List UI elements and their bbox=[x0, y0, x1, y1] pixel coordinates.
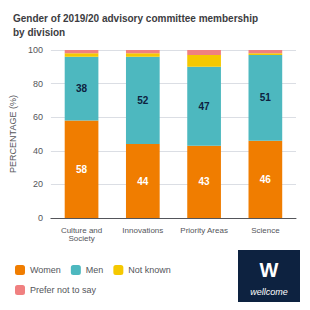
svg-text:46: 46 bbox=[260, 174, 272, 185]
svg-text:40: 40 bbox=[33, 146, 43, 156]
svg-text:Women: Women bbox=[30, 265, 61, 275]
svg-text:52: 52 bbox=[137, 95, 149, 106]
svg-text:100: 100 bbox=[28, 45, 43, 55]
svg-text:47: 47 bbox=[199, 101, 211, 112]
svg-text:60: 60 bbox=[33, 112, 43, 122]
svg-text:Priority Areas: Priority Areas bbox=[180, 226, 228, 235]
svg-text:Not known: Not known bbox=[128, 265, 171, 275]
svg-text:wellcome: wellcome bbox=[250, 287, 288, 297]
svg-text:43: 43 bbox=[199, 176, 211, 187]
svg-text:38: 38 bbox=[76, 83, 88, 94]
svg-text:by division: by division bbox=[13, 27, 65, 38]
svg-text:Science: Science bbox=[251, 226, 280, 235]
svg-text:W: W bbox=[260, 259, 279, 281]
svg-text:0: 0 bbox=[38, 213, 43, 223]
svg-text:Gender of 2019/20 advisory com: Gender of 2019/20 advisory committee mem… bbox=[13, 13, 258, 24]
svg-text:44: 44 bbox=[137, 176, 149, 187]
svg-text:20: 20 bbox=[33, 179, 43, 189]
svg-text:Innovations: Innovations bbox=[122, 226, 163, 235]
svg-text:Men: Men bbox=[86, 265, 104, 275]
svg-text:Society: Society bbox=[68, 234, 94, 243]
svg-text:Prefer not to say: Prefer not to say bbox=[30, 285, 97, 295]
svg-text:80: 80 bbox=[33, 79, 43, 89]
svg-text:51: 51 bbox=[260, 92, 272, 103]
svg-text:PERCENTAGE (%): PERCENTAGE (%) bbox=[8, 95, 18, 173]
svg-text:58: 58 bbox=[76, 164, 88, 175]
svg-text:Culture and: Culture and bbox=[60, 225, 103, 235]
